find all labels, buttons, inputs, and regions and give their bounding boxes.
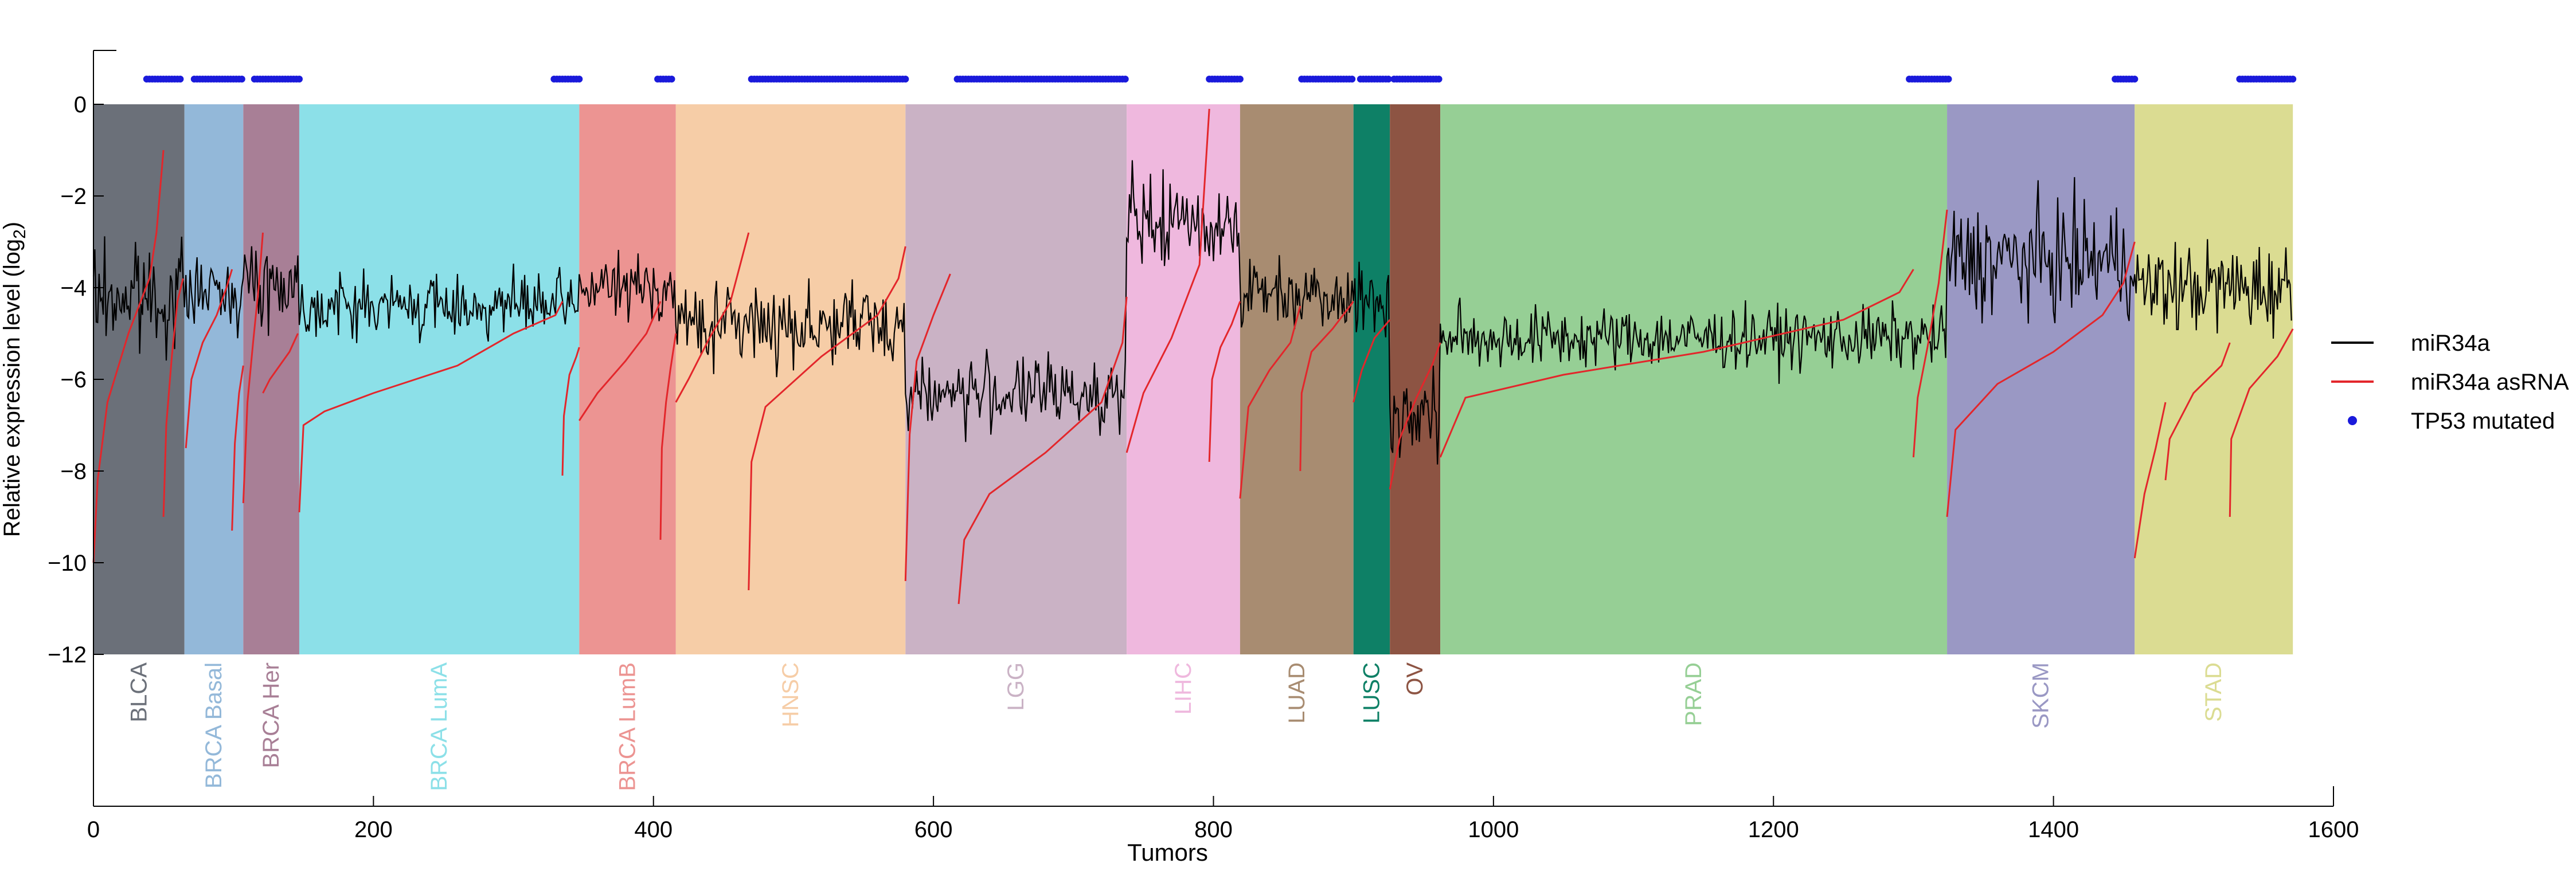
- legend-label-mir34a-asrna: miR34a asRNA: [2411, 370, 2569, 395]
- tp53-mutation-dot: [668, 76, 675, 83]
- mir34a-asrna-segment: [675, 232, 750, 403]
- y-tick-label: −4: [60, 276, 87, 301]
- x-tick-label: 1000: [1468, 817, 1519, 842]
- y-tick-label: −2: [60, 184, 87, 209]
- mir34a-asrna-segment: [1946, 241, 2136, 517]
- legend-swatch-tp53-mutated: [2348, 416, 2357, 425]
- tp53-mutation-dot: [1236, 76, 1244, 83]
- x-axis-label: Tumors: [1127, 839, 1208, 866]
- group-label-lusc: LUSC: [1359, 662, 1384, 724]
- mir34a-line: [92, 160, 2292, 465]
- band-brca-lumb: [579, 104, 676, 654]
- mir34a-asrna-segment: [298, 301, 564, 513]
- band-brca-her: [243, 104, 299, 654]
- group-label-lihc: LIHC: [1171, 662, 1196, 715]
- band-luad: [1240, 104, 1354, 654]
- tp53-mutation-dot: [177, 76, 184, 83]
- group-label-hnsc: HNSC: [778, 662, 803, 727]
- tp53-mutation-dot: [1121, 76, 1129, 83]
- tp53-mutation-dot: [1385, 76, 1392, 83]
- x-tick-label: 600: [914, 817, 953, 842]
- mir34a-series: [92, 160, 2292, 465]
- group-label-lgg: LGG: [1003, 662, 1029, 711]
- y-tick-label: −12: [48, 642, 87, 668]
- mir34a-asrna-segment: [748, 246, 906, 591]
- tp53-mutation-dot: [1945, 76, 1952, 83]
- x-tick-label: 1400: [2028, 817, 2079, 842]
- tp53-mutation-dot: [1435, 76, 1443, 83]
- tumor-type-bands: [93, 104, 2293, 654]
- mir34a-asrna-segment: [242, 232, 264, 504]
- x-tick-label: 1600: [2308, 817, 2359, 842]
- group-label-brca-her: BRCA Her: [259, 662, 284, 768]
- band-skcm: [1947, 104, 2135, 654]
- mir34a-asrna-series: [92, 108, 2294, 605]
- mir34a-asrna-segment: [1439, 269, 1914, 458]
- mir34a-asrna-segment: [1353, 319, 1391, 403]
- tp53-mutation-dot: [2131, 76, 2139, 83]
- group-label-prad: PRAD: [1681, 662, 1706, 726]
- group-label-brca-lumb: BRCA LumB: [615, 662, 640, 791]
- mir34a-asrna-segment: [561, 347, 580, 476]
- mir34a-asrna-segment: [2133, 402, 2167, 559]
- tp53-mutation-dot: [576, 76, 583, 83]
- mir34a-asrna-segment: [1299, 301, 1354, 472]
- band-brca-luma: [299, 104, 580, 654]
- y-tick-label: 0: [74, 92, 87, 117]
- mir34a-asrna-segment: [231, 365, 244, 531]
- tp53-mutation-dot: [1348, 76, 1356, 83]
- mir34a-asrna-segment: [1389, 342, 1441, 490]
- mir34a-asrna-segment: [1912, 209, 1948, 458]
- group-label-luad: LUAD: [1284, 662, 1310, 724]
- band-lihc: [1127, 104, 1240, 654]
- band-stad: [2135, 104, 2293, 654]
- mir34a-asrna-segment: [1208, 301, 1241, 462]
- mir34a-asrna-segment: [1239, 305, 1301, 499]
- mir34a-asrna-segment: [957, 296, 1128, 605]
- x-tick-label: 400: [634, 817, 673, 842]
- group-label-skcm: SKCM: [2028, 662, 2054, 729]
- x-tick-label: 1200: [1748, 817, 1799, 842]
- band-ov: [1390, 104, 1441, 654]
- mir34a-asrna-segment: [185, 269, 233, 449]
- group-label-blca: BLCA: [126, 662, 151, 723]
- axes: 0 −2 −4 −6 −8 −10 −12 0 200 400 600 800 1000 1200 1400…: [0, 50, 2359, 866]
- legend: miR34a miR34a asRNA TP53 mutated: [2331, 331, 2569, 434]
- mir34a-asrna-segment: [659, 333, 677, 540]
- tp53-mutation-dot: [2289, 76, 2297, 83]
- y-tick-label: −8: [60, 459, 87, 484]
- x-tick-label: 0: [87, 817, 100, 842]
- group-label-brca-luma: BRCA LumA: [427, 662, 452, 791]
- y-axis-label: Relative expression level (log2): [0, 222, 29, 537]
- tp53-mutation-dot: [902, 76, 909, 83]
- mir34a-asrna-segment: [2229, 328, 2294, 517]
- x-tick-label: 200: [354, 817, 393, 842]
- legend-label-mir34a: miR34a: [2411, 331, 2491, 356]
- mir34a-asrna-segment: [92, 150, 165, 563]
- group-label-ov: OV: [1402, 662, 1428, 696]
- band-prad: [1440, 104, 1948, 654]
- tp53-mutation-dot: [296, 76, 303, 83]
- mir34a-asrna-segment: [578, 301, 662, 421]
- y-tick-label: −10: [48, 551, 87, 576]
- tp53-mutated-series: [143, 76, 2297, 83]
- mir34a-asrna-segment: [904, 273, 951, 582]
- mir34a-asrna-segment: [1125, 108, 1210, 453]
- x-tick-label: 800: [1194, 817, 1233, 842]
- y-tick-label: −6: [60, 367, 87, 393]
- group-label-stad: STAD: [2201, 662, 2226, 722]
- group-label-brca-basal: BRCA Basal: [201, 662, 226, 788]
- mir34a-asrna-segment: [262, 333, 299, 394]
- band-hnsc: [675, 104, 906, 654]
- band-brca-basal: [184, 104, 244, 654]
- tp53-mutation-dot: [238, 76, 245, 83]
- mir34a-asrna-segment: [162, 278, 184, 517]
- tumor-type-labels: BLCA BRCA Basal BRCA Her BRCA LumA BRCA LumB…: [126, 662, 2226, 791]
- legend-label-tp53-mutated: TP53 mutated: [2411, 409, 2555, 434]
- mir34a-asrna-segment: [2164, 342, 2231, 481]
